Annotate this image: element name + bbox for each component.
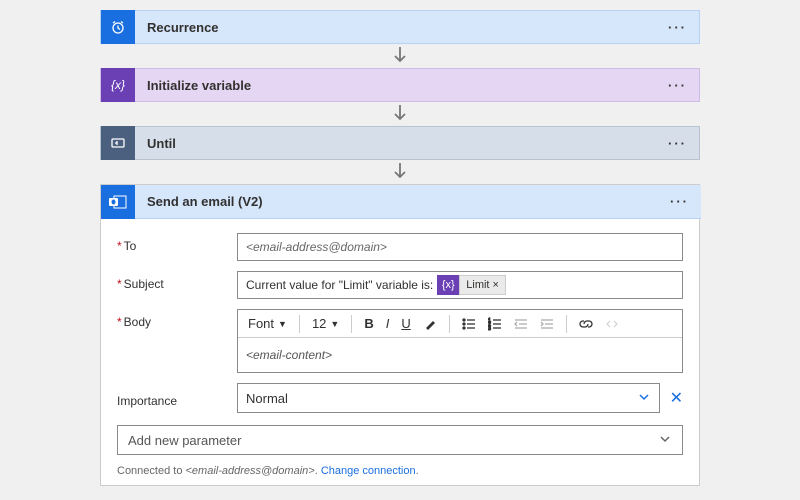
chevron-down-icon (658, 432, 672, 449)
step-title: Send an email (V2) (135, 194, 658, 209)
variable-icon: {x} (101, 68, 135, 102)
number-list-button[interactable]: 123 (484, 315, 506, 333)
body-content[interactable]: <email-content> (238, 338, 682, 372)
connector-arrow (391, 104, 409, 124)
workflow-designer: Recurrence ··· {x} Initialize variable ·… (0, 10, 800, 486)
svg-text:3: 3 (488, 326, 491, 331)
add-parameter-dropdown[interactable]: Add new parameter (117, 425, 683, 455)
chevron-down-icon (637, 390, 651, 407)
more-menu-icon[interactable]: ··· (656, 20, 699, 35)
body-label: Body (117, 309, 237, 329)
more-menu-icon[interactable]: ··· (656, 78, 699, 93)
clock-icon (101, 10, 135, 44)
rte-toolbar: Font▼ 12▼ B I U (238, 310, 682, 338)
step-send-email: Send an email (V2) ··· To <email-address… (100, 184, 700, 486)
more-menu-icon[interactable]: ··· (656, 136, 699, 151)
connection-footer: Connected to <email-address@domain>. Cha… (117, 461, 683, 477)
token-fx-icon: {x} (437, 275, 459, 295)
body-editor[interactable]: Font▼ 12▼ B I U (237, 309, 683, 373)
to-label: To (117, 233, 237, 253)
font-dropdown[interactable]: Font▼ (244, 314, 291, 333)
step-until[interactable]: Until ··· (100, 126, 700, 160)
subject-input[interactable]: Current value for "Limit" variable is: {… (237, 271, 683, 299)
outlook-icon (101, 185, 135, 219)
color-button[interactable] (419, 315, 441, 333)
underline-button[interactable]: U (397, 314, 414, 333)
step-title: Until (135, 136, 656, 151)
more-menu-icon[interactable]: ··· (658, 194, 701, 209)
connector-arrow (391, 162, 409, 182)
subject-label: Subject (117, 271, 237, 291)
connector-arrow (391, 46, 409, 66)
bold-button[interactable]: B (360, 314, 377, 333)
importance-select[interactable]: Normal (237, 383, 660, 413)
italic-button[interactable]: I (382, 314, 394, 333)
outdent-button[interactable] (510, 315, 532, 333)
variable-token[interactable]: {x} Limit × (437, 275, 506, 295)
fontsize-dropdown[interactable]: 12▼ (308, 314, 343, 333)
change-connection-link[interactable]: Change connection (321, 465, 416, 477)
step-initialize-variable[interactable]: {x} Initialize variable ··· (100, 68, 700, 102)
indent-button[interactable] (536, 315, 558, 333)
remove-parameter-icon[interactable]: ✕ (670, 388, 683, 408)
code-view-button[interactable] (601, 315, 623, 333)
step-title: Initialize variable (135, 78, 656, 93)
bullet-list-button[interactable] (458, 315, 480, 333)
link-button[interactable] (575, 315, 597, 333)
step-title: Recurrence (135, 20, 656, 35)
step-recurrence[interactable]: Recurrence ··· (100, 10, 700, 44)
importance-label: Importance (117, 388, 237, 408)
to-input[interactable]: <email-address@domain> (237, 233, 683, 261)
loop-icon (101, 126, 135, 160)
step-header[interactable]: Send an email (V2) ··· (101, 185, 701, 219)
